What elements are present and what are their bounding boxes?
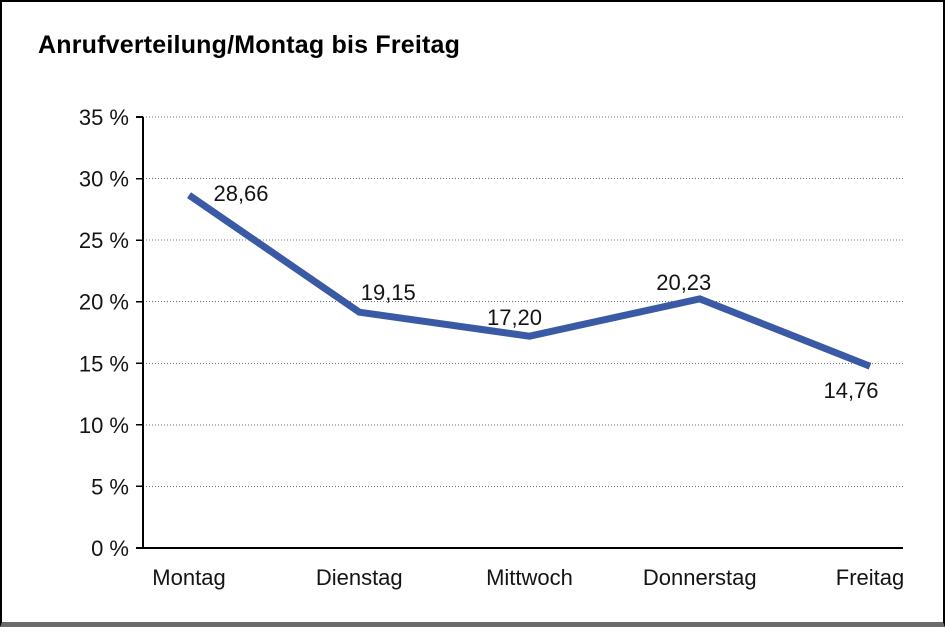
y-tick-label: 30 %	[79, 167, 129, 192]
data-point-label: 19,15	[361, 280, 416, 305]
y-tick-label: 10 %	[79, 413, 129, 438]
x-category-label: Donnerstag	[643, 565, 757, 590]
data-point-label: 14,76	[823, 378, 878, 403]
y-tick-label: 0 %	[91, 536, 129, 561]
y-tick-label: 20 %	[79, 290, 129, 315]
y-tick-label: 35 %	[79, 105, 129, 130]
x-category-label: Freitag	[836, 565, 904, 590]
x-category-label: Mittwoch	[486, 565, 573, 590]
y-tick-label: 25 %	[79, 228, 129, 253]
y-tick-label: 5 %	[91, 474, 129, 499]
data-point-label: 28,66	[213, 181, 268, 206]
data-point-label: 17,20	[487, 305, 542, 330]
x-category-label: Dienstag	[316, 565, 403, 590]
chart-title: Anrufverteilung/Montag bis Freitag	[38, 31, 461, 59]
series-line	[187, 192, 872, 370]
y-tick-label: 15 %	[79, 351, 129, 376]
data-point-label: 20,23	[656, 270, 711, 295]
x-category-label: Montag	[152, 565, 225, 590]
